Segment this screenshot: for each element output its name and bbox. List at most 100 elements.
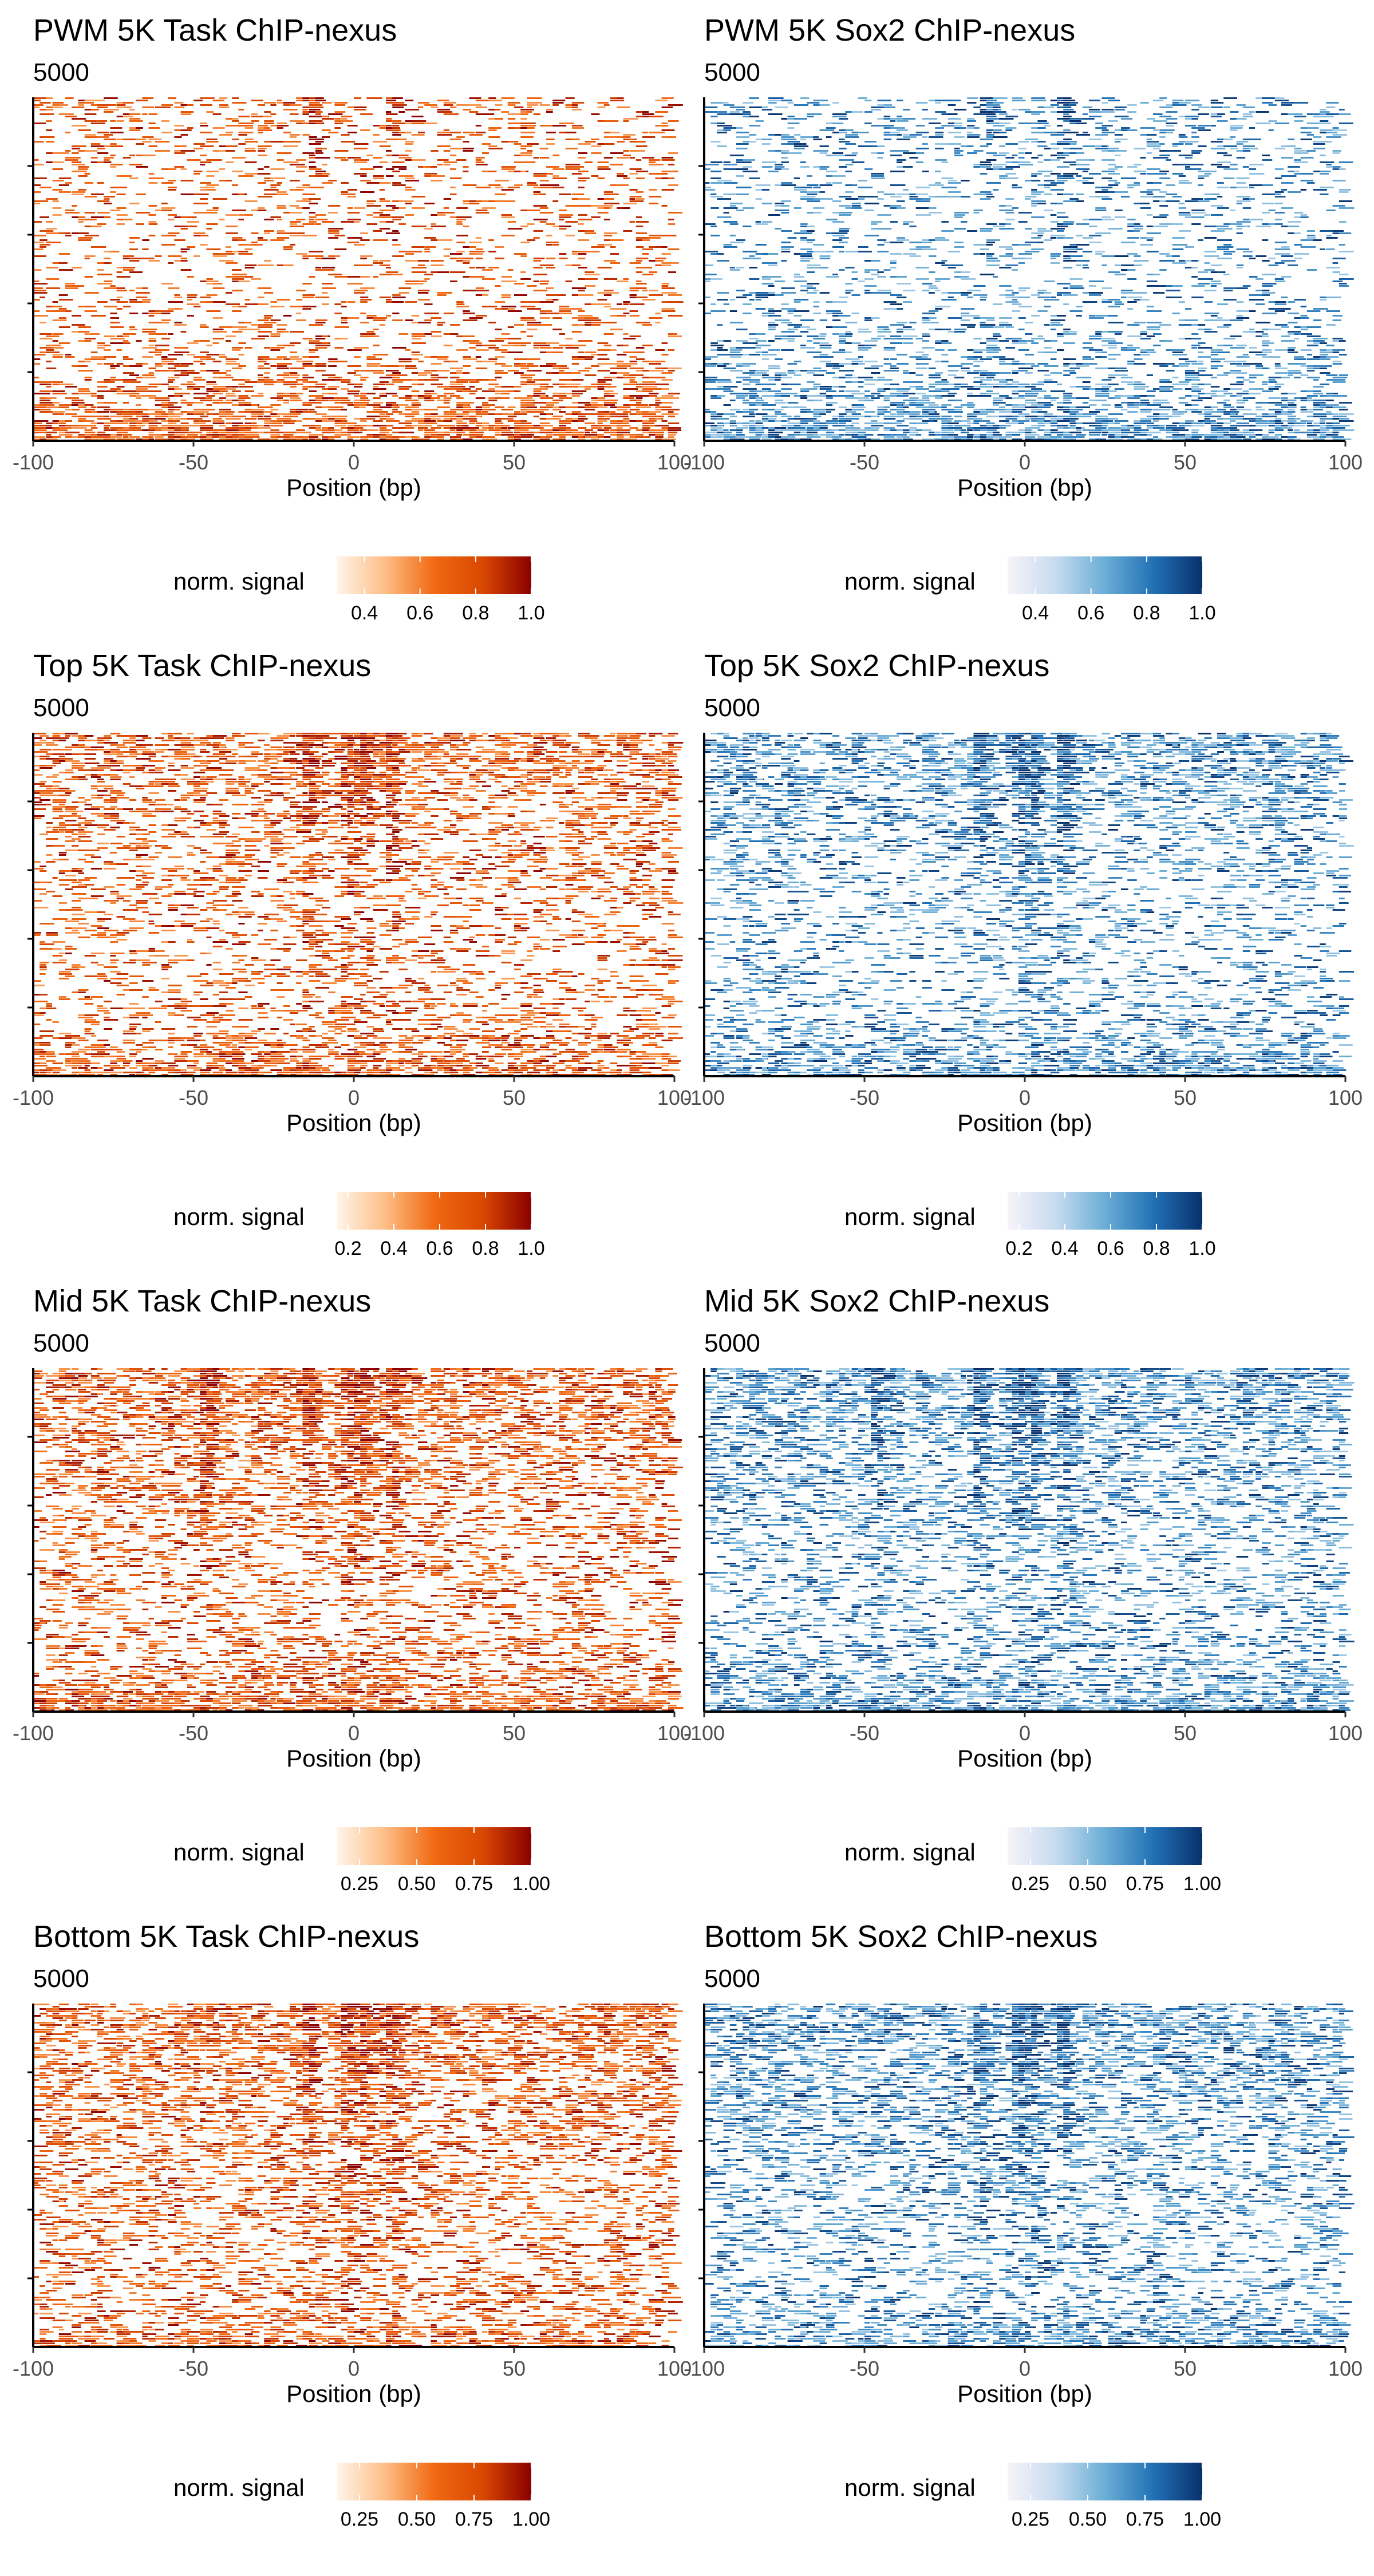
heatmap-cell [488,148,503,149]
heatmap-cell [495,109,501,110]
heatmap-cell [736,143,749,145]
heatmap-cell [539,397,554,399]
heatmap-cell [290,438,300,440]
heatmap-cell [1108,255,1119,257]
heatmap-cell [258,182,266,184]
heatmap-cell [559,425,567,426]
heatmap-cell [729,267,736,268]
heatmap-cell [232,432,240,433]
heatmap-cell [546,267,556,268]
heatmap-cell [527,409,542,410]
heatmap-cell [897,207,906,209]
heatmap-cell [482,345,496,346]
heatmap-cell [1178,175,1186,177]
heatmap-cell [546,132,556,133]
heatmap-cell [277,152,292,154]
heatmap-cell [578,205,591,207]
heatmap-cell [1082,292,1095,294]
heatmap-cell [373,335,380,337]
heatmap-cell [354,290,368,291]
heatmap-cell [1178,164,1193,165]
heatmap-cell [1236,196,1250,197]
heatmap-cell [244,267,255,268]
heatmap-cell [40,216,50,218]
heatmap-cell [411,315,420,317]
heatmap-cell [78,418,86,420]
heatmap-cell [832,152,844,154]
heatmap-cell [315,97,323,99]
heatmap-cell [296,299,303,301]
heatmap-cell [411,390,420,392]
heatmap-cell [206,354,221,355]
heatmap-cell [668,219,674,220]
heatmap-cell [800,258,814,259]
heatmap-cell [851,271,858,273]
heatmap-cell [206,280,219,282]
heatmap-cell [603,386,617,388]
heatmap-cell [565,345,572,346]
heatmap-cell [296,409,309,410]
heatmap-cell [411,159,426,161]
heatmap-cell [749,267,757,268]
heatmap-cell [475,100,489,101]
heatmap-cell [999,152,1009,154]
heatmap-cell [148,345,155,346]
heatmap-cell [482,269,493,271]
heatmap-cell [1294,171,1300,172]
heatmap-cell [1044,106,1055,108]
heatmap-cell [258,374,263,376]
heatmap-cell [463,356,471,358]
heatmap-cell [258,432,269,433]
heatmap-cell [58,326,70,328]
heatmap-cell [883,134,897,136]
heatmap-cell [411,335,426,337]
heatmap-cell [174,145,187,147]
heatmap-cell [565,132,577,133]
heatmap-cell [929,123,941,124]
heatmap-cell [309,161,316,163]
heatmap-cell [347,283,363,285]
heatmap-cell [1339,189,1351,191]
heatmap-cell [212,317,223,319]
heatmap-cell [501,214,512,216]
heatmap-cell [768,214,780,216]
heatmap-cell [527,210,540,211]
heatmap-cell [1153,216,1167,218]
heatmap-cell [129,429,144,431]
heatmap-cell [559,306,570,307]
heatmap-cell [116,145,124,147]
heatmap-cell [360,258,367,259]
heatmap-cell [418,264,425,266]
heatmap-cell [800,248,812,250]
heatmap-cell [704,164,719,165]
heatmap-cell [463,404,468,406]
heatmap-cell [251,232,259,234]
heatmap-cell [116,120,124,122]
heatmap-cell [1274,193,1281,195]
heatmap-cell [475,290,489,291]
heatmap-cell [501,306,516,307]
heatmap-cell [78,175,88,177]
heatmap-cell [915,161,924,163]
heatmap-cell [591,322,606,323]
heatmap-cell [104,427,109,429]
heatmap-cell [941,177,954,179]
heatmap-cell [578,193,585,195]
heatmap-cell [909,198,923,200]
heatmap-cell [781,168,789,170]
heatmap-cell [296,411,307,413]
heatmap-cell [366,331,374,333]
heatmap-cell [800,285,813,287]
heatmap-cell [768,285,775,287]
heatmap-cell [463,313,475,314]
heatmap-cell [136,155,143,156]
heatmap-cell [366,434,376,436]
heatmap-cell [629,168,642,170]
heatmap-cell [463,148,474,149]
heatmap-cell [781,157,788,159]
heatmap-cell [755,244,767,246]
heatmap-cell [890,242,904,243]
heatmap-cell [1153,182,1162,184]
heatmap-cell [629,310,638,312]
heatmap-cell [33,280,40,282]
